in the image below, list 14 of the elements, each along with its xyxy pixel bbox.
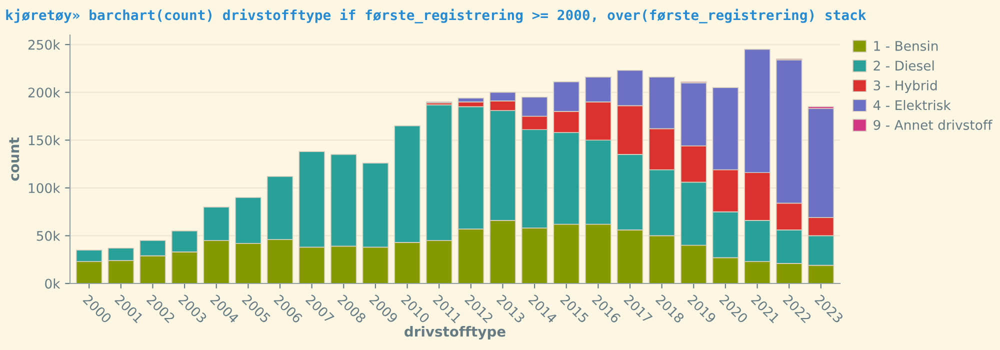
y-tick-label: 250k — [28, 40, 60, 50]
y-axis-title: count — [9, 137, 20, 181]
legend-label: 9 - Annet drivstoff — [874, 120, 992, 130]
chart-title: kjøretøy» barchart(count) drivstofftype if første_registrering >= 2000, over(første_registrering) stack — [6, 8, 866, 24]
y-tick-label: 0k — [45, 278, 60, 289]
y-tick-label: 200k — [28, 87, 60, 98]
y-tick-label: 150k — [28, 135, 60, 146]
legend-label: 3 - Hybrid — [874, 80, 937, 93]
legend-label: 2 - Diesel — [874, 60, 934, 71]
legend-label: 1 - Bensin — [874, 40, 938, 51]
y-tick-label: 100k — [28, 182, 60, 194]
legend-label: 4 - Elektrisk — [873, 100, 951, 110]
x-axis-title: drivstofftype — [404, 326, 506, 340]
y-tick-label: 50k — [36, 230, 60, 241]
